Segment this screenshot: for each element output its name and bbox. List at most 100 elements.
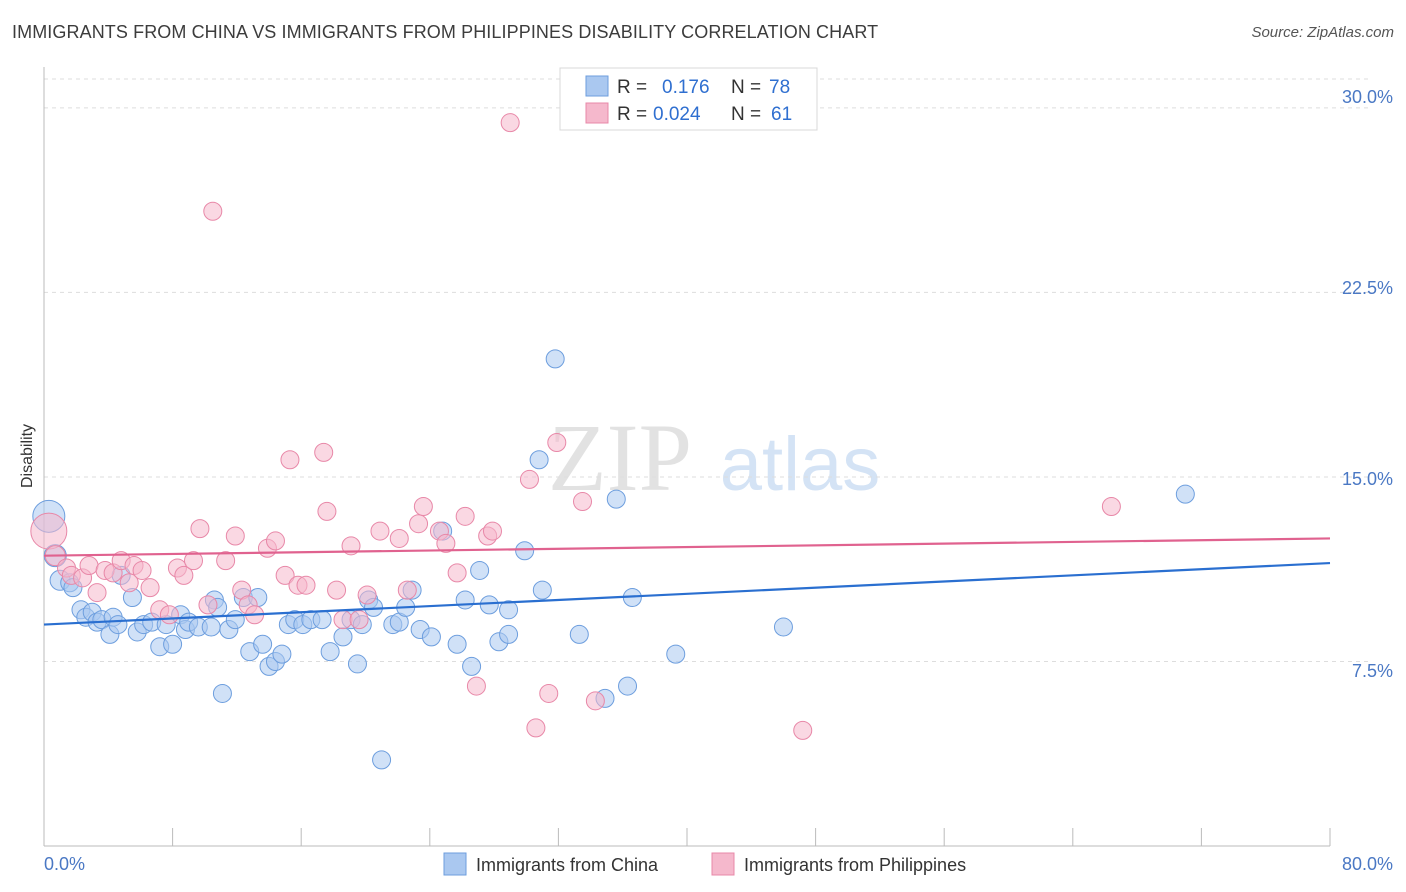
watermark: ZIP atlas bbox=[548, 404, 880, 511]
philippines-point-19 bbox=[190, 519, 210, 539]
legend-phil-n-label: N = bbox=[731, 104, 761, 125]
china-point-50 bbox=[372, 750, 392, 770]
philippines-point-17 bbox=[174, 565, 194, 585]
philippines-point-52 bbox=[500, 113, 520, 133]
philippines-point-43 bbox=[409, 514, 429, 534]
watermark-atlas: atlas bbox=[720, 422, 881, 507]
source-label: Source: ZipAtlas.com bbox=[1251, 24, 1394, 41]
philippines-point-44 bbox=[413, 496, 433, 516]
legend-phil-r-label: R = bbox=[617, 104, 647, 125]
philippines-point-38 bbox=[349, 610, 369, 630]
china-point-37 bbox=[272, 644, 292, 664]
china-point-68 bbox=[532, 580, 552, 600]
trend-lines bbox=[43, 537, 1331, 626]
philippines-point-60 bbox=[1101, 496, 1121, 516]
legend-china-n-label: N = bbox=[731, 77, 761, 98]
philippines-point-35 bbox=[327, 580, 347, 600]
bottom-legend-phil-label: Immigrants from Philippines bbox=[744, 855, 966, 875]
china-point-76 bbox=[773, 617, 793, 637]
bottom-legend-phil-swatch bbox=[711, 852, 735, 876]
philippines-point-37 bbox=[341, 536, 361, 556]
philippines-point-41 bbox=[389, 528, 409, 548]
axes bbox=[43, 67, 1331, 847]
philippines-point-58 bbox=[585, 691, 605, 711]
china-point-28 bbox=[212, 683, 232, 703]
philippines-point-29 bbox=[275, 565, 295, 585]
china-point-69 bbox=[545, 349, 565, 369]
china-point-77 bbox=[1175, 484, 1195, 504]
china-point-58 bbox=[447, 634, 467, 654]
china-point-70 bbox=[569, 624, 589, 644]
legend-phil-swatch bbox=[585, 102, 609, 124]
china-point-42 bbox=[312, 610, 332, 630]
china-point-61 bbox=[470, 560, 490, 580]
china-point-34 bbox=[253, 634, 273, 654]
china-point-59 bbox=[455, 590, 475, 610]
philippines-point-59 bbox=[793, 720, 813, 740]
legend-phil-r-value: 0.024 bbox=[653, 104, 701, 125]
philippines-point-32 bbox=[296, 575, 316, 595]
china-point-44 bbox=[333, 627, 353, 647]
legend-china-swatch bbox=[585, 75, 609, 97]
philippines-point-54 bbox=[526, 718, 546, 738]
philippines-point-34 bbox=[317, 501, 337, 521]
philippines-point-53 bbox=[519, 469, 539, 489]
china-point-30 bbox=[225, 610, 245, 630]
philippines-point-20 bbox=[198, 595, 218, 615]
china-point-12 bbox=[108, 615, 128, 635]
philippines-point-42 bbox=[397, 580, 417, 600]
china-point-62 bbox=[479, 595, 499, 615]
philippines-point-57 bbox=[573, 492, 593, 512]
philippines-point-6 bbox=[87, 583, 107, 603]
china-point-43 bbox=[320, 642, 340, 662]
x-tick-label-min: 0.0% bbox=[44, 854, 85, 874]
y-tick-label-30: 30.0% bbox=[1342, 87, 1393, 107]
philippines-point-51 bbox=[482, 521, 502, 541]
philippines-point-15 bbox=[159, 605, 179, 625]
bottom-legend-china-swatch bbox=[443, 852, 467, 876]
legend-china-n-value: 78 bbox=[769, 77, 790, 98]
y-tick-label-7-5: 7.5% bbox=[1352, 661, 1393, 681]
china-trend-line bbox=[43, 561, 1331, 626]
philippines-point-21 bbox=[203, 201, 223, 221]
correlation-legend: R = 0.176 N = 78 R = 0.024 N = 61 bbox=[559, 67, 818, 131]
y-tick-label-22-5: 22.5% bbox=[1342, 278, 1393, 298]
philippines-point-10 bbox=[119, 573, 139, 593]
philippines-point-13 bbox=[140, 578, 160, 598]
philippines-point-22 bbox=[216, 551, 236, 571]
philippines-point-47 bbox=[447, 563, 467, 583]
philippines-point-0 bbox=[30, 512, 68, 550]
philippines-point-23 bbox=[225, 526, 245, 546]
china-point-65 bbox=[499, 624, 519, 644]
bottom-legend-china-label: Immigrants from China bbox=[476, 855, 659, 875]
legend-china-r-value: 0.176 bbox=[662, 77, 710, 98]
philippines-point-5 bbox=[79, 556, 99, 576]
philippines-point-46 bbox=[436, 533, 456, 553]
philippines-trend-line bbox=[43, 537, 1331, 557]
philippines-point-39 bbox=[357, 585, 377, 605]
philippines-point-40 bbox=[370, 521, 390, 541]
x-tick-label-max: 80.0% bbox=[1342, 854, 1393, 874]
china-point-67 bbox=[529, 450, 549, 470]
grid-lines bbox=[44, 78, 1370, 662]
philippines-point-33 bbox=[314, 442, 334, 462]
legend-china-r-label: R = bbox=[617, 77, 647, 98]
china-point-72 bbox=[606, 489, 626, 509]
philippines-point-36 bbox=[333, 610, 353, 630]
philippines-point-55 bbox=[539, 683, 559, 703]
china-point-56 bbox=[421, 627, 441, 647]
y-axis-label: Disability bbox=[19, 424, 36, 488]
philippines-point-56 bbox=[547, 433, 567, 453]
china-point-60 bbox=[462, 656, 482, 676]
china-point-73 bbox=[618, 676, 638, 696]
philippines-point-30 bbox=[280, 450, 300, 470]
china-point-25 bbox=[201, 617, 221, 637]
series-legend: Immigrants from China Immigrants from Ph… bbox=[443, 852, 966, 876]
china-point-20 bbox=[163, 634, 183, 654]
china-point-66 bbox=[515, 541, 535, 561]
y-tick-label-15: 15.0% bbox=[1342, 469, 1393, 489]
philippines-point-28 bbox=[265, 531, 285, 551]
chart-title: IMMIGRANTS FROM CHINA VS IMMIGRANTS FROM… bbox=[12, 22, 879, 42]
philippines-point-12 bbox=[132, 560, 152, 580]
